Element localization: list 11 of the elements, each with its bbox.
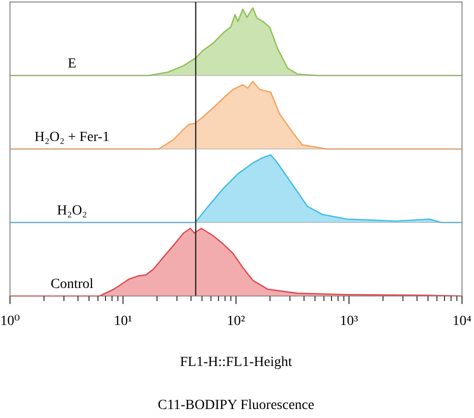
series-label: H₂O₂ + Fer-1 [34,130,110,145]
series-label: H₂O₂ [57,204,88,218]
text: C11-BODIPY Fluorescence [158,398,314,413]
x-tick-label: 10⁰ [0,314,20,329]
series-label: E [68,56,76,72]
x-axis-title: FL1-H::FL1-Height [180,355,292,370]
x-tick-label: 10⁴ [452,314,472,329]
series-label: Control [50,277,94,292]
x-tick-label: 10³ [340,314,358,329]
x-tick-label: 10¹ [114,314,132,329]
x-tick-label: 10² [226,314,246,329]
